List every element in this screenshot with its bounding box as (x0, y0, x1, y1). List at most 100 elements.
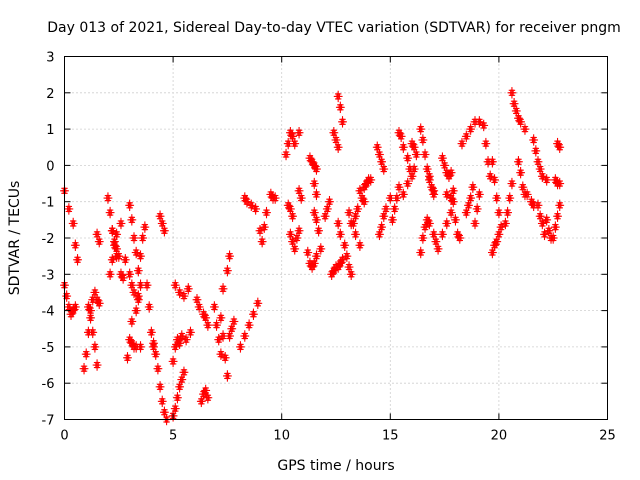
data-point (492, 192, 502, 204)
data-point (424, 217, 434, 230)
data-point (490, 174, 499, 186)
data-point (144, 301, 154, 313)
data-point (353, 203, 363, 215)
data-point (333, 141, 343, 153)
data-point (283, 137, 293, 150)
data-point (73, 254, 82, 266)
data-point (464, 199, 473, 212)
data-point (92, 359, 102, 371)
data-point (553, 137, 562, 150)
data-point (396, 130, 406, 143)
data-point (544, 225, 554, 237)
data-point (194, 301, 204, 313)
data-point (142, 279, 152, 291)
data-point (290, 243, 300, 255)
data-point (503, 206, 512, 219)
data-point (487, 156, 497, 168)
data-point (520, 123, 530, 135)
data-point (385, 192, 395, 204)
y-axis: -7 -6 -5 -4 -3 -2 -1 0 1 2 3 (42, 51, 608, 429)
data-point (175, 286, 185, 299)
data-point (127, 279, 137, 291)
data-point (105, 268, 115, 280)
data-point (155, 210, 165, 222)
data-point (133, 290, 143, 302)
data-point (129, 286, 139, 299)
data-point (461, 206, 471, 219)
data-point (94, 235, 104, 248)
data-point (312, 163, 321, 175)
data-point (351, 228, 360, 241)
data-point (168, 355, 178, 368)
data-point (355, 239, 365, 251)
data-point (157, 395, 167, 408)
data-point (422, 163, 432, 175)
data-point (244, 319, 254, 331)
y-tick-label: 0 (46, 159, 54, 174)
data-point (223, 370, 232, 382)
data-point (335, 228, 345, 241)
data-point (375, 228, 384, 241)
data-point (455, 232, 465, 244)
data-point (125, 199, 135, 212)
data-point (153, 362, 163, 375)
data-point (429, 228, 439, 241)
data-point (214, 333, 224, 346)
data-point (440, 159, 449, 172)
data-point (218, 330, 228, 342)
data-point (138, 232, 148, 244)
data-point (466, 123, 476, 135)
data-point (270, 192, 280, 204)
data-point (151, 348, 161, 360)
chart-title: Day 013 of 2021, Sidereal Day-to-day VTE… (47, 20, 621, 36)
data-point (451, 214, 460, 226)
data-point (540, 228, 549, 241)
data-point (398, 141, 408, 153)
data-point (329, 127, 339, 139)
data-point (223, 264, 232, 277)
data-point (203, 319, 213, 331)
data-point (64, 203, 74, 215)
data-point (424, 170, 434, 182)
data-point (409, 163, 419, 175)
data-point (442, 188, 452, 201)
data-point (485, 170, 495, 182)
data-point (312, 214, 321, 226)
data-point (127, 315, 137, 328)
data-point (136, 341, 145, 353)
data-point (555, 177, 565, 190)
data-point (487, 246, 497, 259)
data-point (79, 362, 89, 375)
data-point (257, 235, 267, 248)
y-tick-label: 2 (46, 87, 54, 102)
data-point (140, 221, 150, 233)
data-point (303, 246, 313, 259)
y-tick-label: 3 (46, 51, 54, 66)
data-point (481, 137, 491, 150)
data-point (470, 217, 480, 230)
y-tick-label: -6 (42, 377, 55, 392)
data-point (346, 268, 356, 280)
data-point (327, 268, 337, 280)
data-point (170, 279, 180, 291)
data-point (86, 312, 95, 324)
data-point (398, 188, 408, 201)
data-point (388, 214, 397, 226)
data-point (186, 326, 195, 339)
data-point (325, 196, 334, 208)
data-point (68, 304, 78, 317)
data-point (229, 315, 239, 328)
data-point (90, 286, 100, 299)
data-point (120, 254, 130, 266)
data-point (537, 217, 547, 230)
data-point (314, 225, 324, 237)
data-point (170, 402, 180, 415)
data-point (375, 148, 384, 161)
data-point (81, 348, 91, 360)
data-point (88, 326, 98, 339)
data-point (381, 203, 391, 215)
data-point (253, 297, 263, 310)
data-point (514, 156, 523, 168)
data-point (201, 384, 211, 397)
